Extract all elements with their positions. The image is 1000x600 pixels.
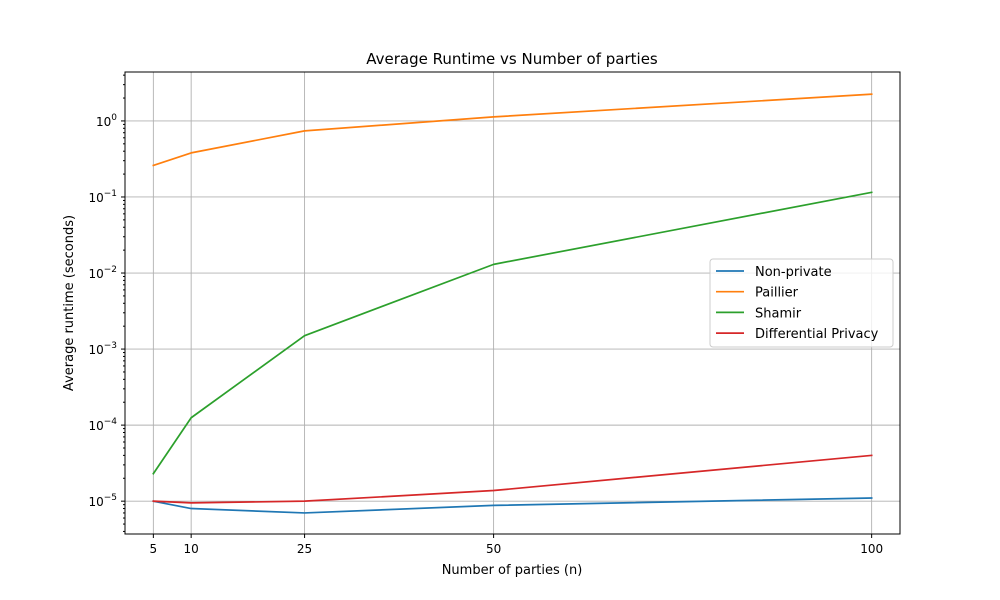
y-axis-label: Average runtime (seconds) <box>62 215 77 391</box>
legend-entry: Non-private <box>755 265 832 280</box>
legend-entry: Paillier <box>755 286 799 301</box>
legend-box <box>709 258 894 348</box>
series-lines <box>152 93 873 514</box>
series-line-differential-privacy <box>152 454 873 504</box>
y-tick-label: 10−1 <box>88 189 117 205</box>
series-line-shamir <box>152 191 873 475</box>
x-tick-label: 5 <box>150 542 158 556</box>
chart-title: Average Runtime vs Number of parties <box>366 50 658 68</box>
x-axis-ticks: 5 10 25 50 100 <box>150 534 883 556</box>
y-tick-label: 10−3 <box>88 341 117 357</box>
y-tick-label: 10−5 <box>88 493 117 509</box>
legend-entry: Shamir <box>755 306 802 321</box>
x-tick-label: 25 <box>297 542 312 556</box>
x-tick-label: 50 <box>486 542 501 556</box>
x-axis-label: Number of parties (n) <box>442 563 583 578</box>
y-tick-label: 10−2 <box>88 265 117 281</box>
y-axis-ticks: 10−5 10−4 10−3 10−2 10−1 100 <box>88 74 125 532</box>
x-tick-label: 100 <box>860 542 883 556</box>
series-line-non-private <box>152 497 873 514</box>
x-tick-label: 10 <box>184 542 199 556</box>
y-tick-label: 10−4 <box>88 417 117 433</box>
legend: Non-private Paillier Shamir Differential Pr… <box>709 258 894 348</box>
y-tick-label: 100 <box>96 113 117 129</box>
legend-entry: Differential Privacy <box>755 327 879 342</box>
series-line-paillier <box>152 93 873 167</box>
